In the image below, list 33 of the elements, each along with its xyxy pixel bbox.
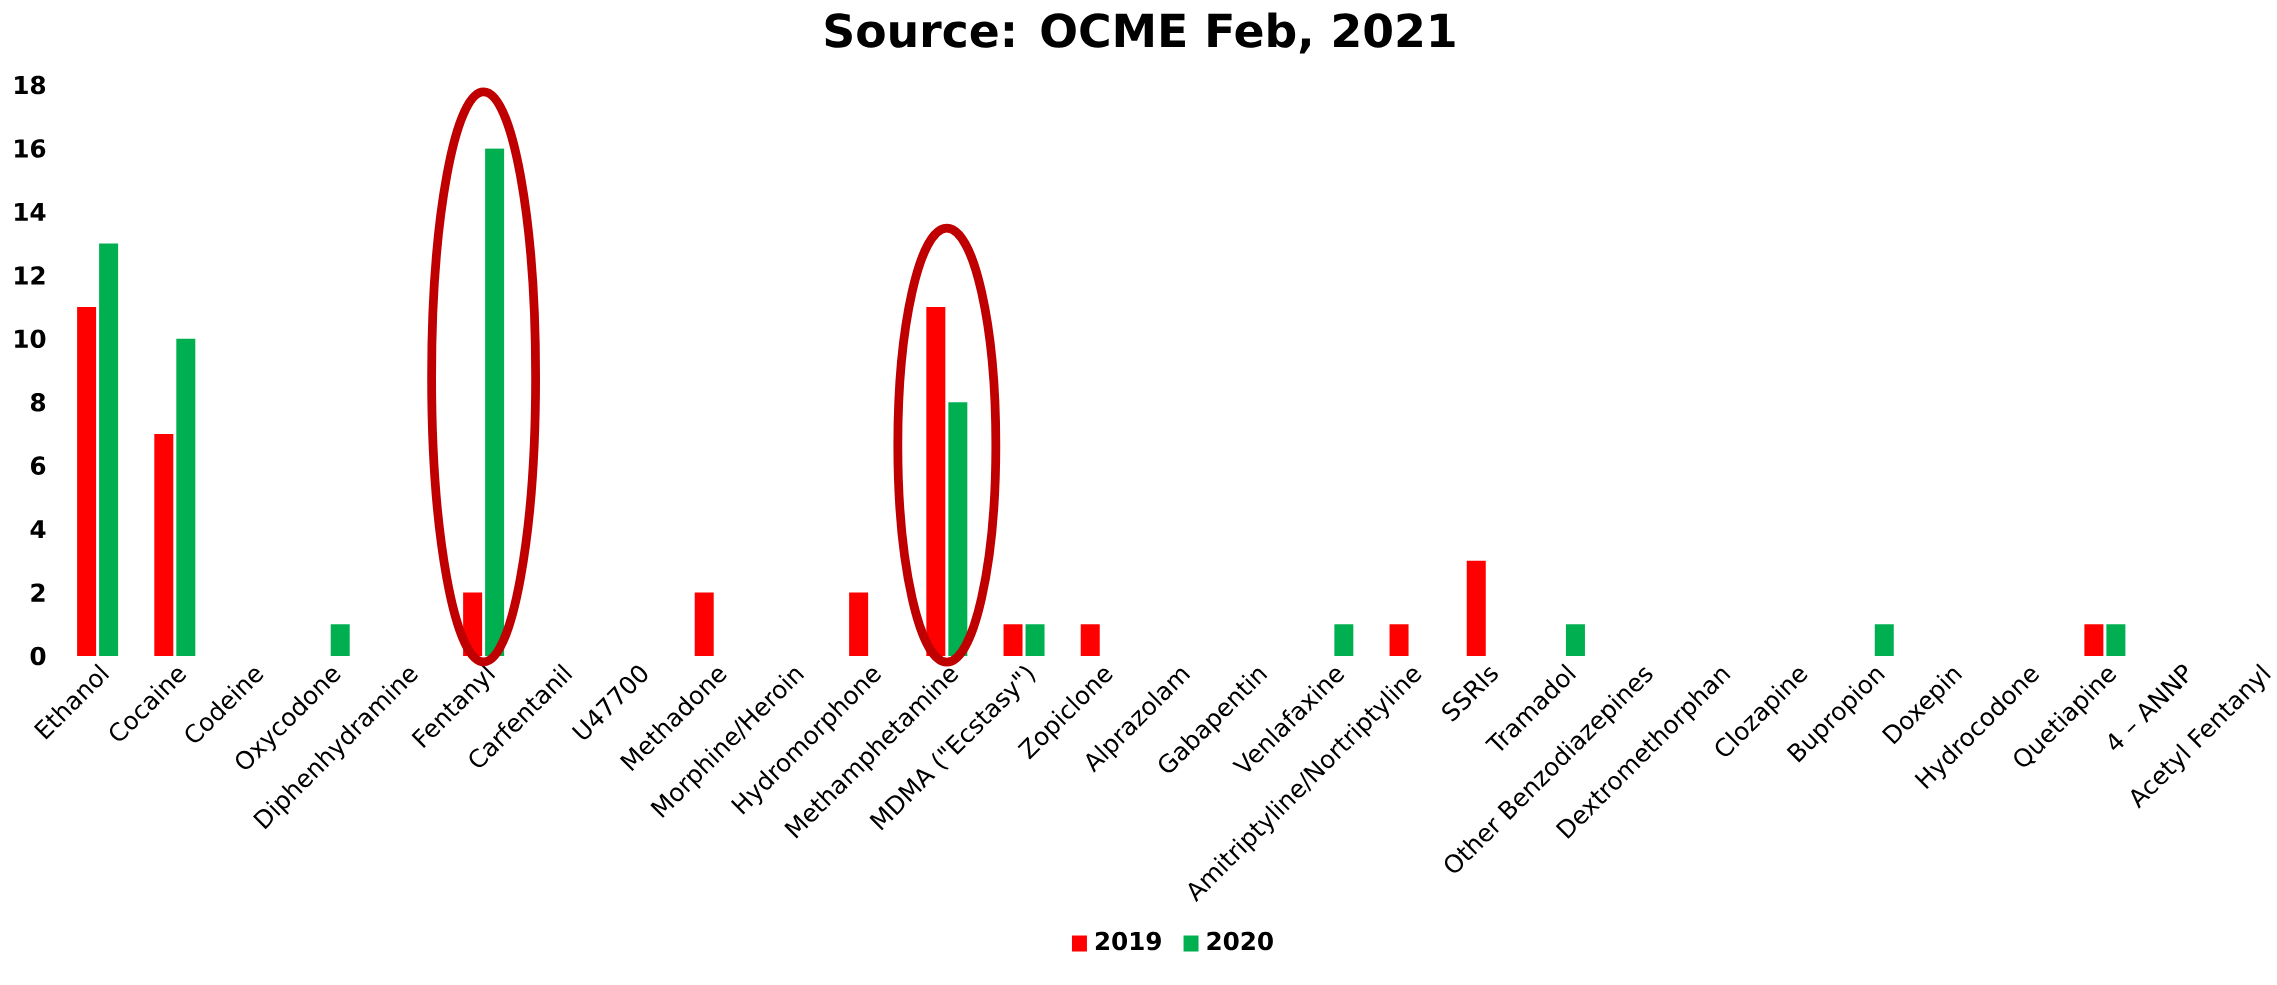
- bar: [154, 433, 174, 656]
- y-tick-label: 0: [30, 646, 46, 666]
- bar: [330, 624, 350, 656]
- bar: [1003, 624, 1023, 656]
- bar: [1466, 560, 1486, 656]
- y-tick-label: 18: [15, 75, 46, 95]
- bar: [176, 338, 196, 656]
- bar: [99, 243, 119, 656]
- y-tick-label: 14: [15, 202, 46, 221]
- bar: [849, 592, 869, 656]
- bar: [2106, 624, 2126, 656]
- y-tick-label: 8: [30, 392, 46, 412]
- y-tick-label: 16: [15, 139, 46, 158]
- bar: [2084, 624, 2104, 656]
- bar: [1874, 624, 1894, 656]
- bar: [485, 148, 505, 656]
- legend-label: 2020: [1207, 931, 1273, 951]
- bar: [948, 402, 968, 656]
- bar: [1389, 624, 1409, 656]
- y-tick-label: 6: [31, 456, 46, 475]
- bar: [694, 592, 714, 656]
- y-tick-label: 4: [30, 520, 46, 539]
- y-tick-label: 12: [15, 266, 45, 285]
- bar: [1334, 624, 1354, 656]
- chart-title: Source: OCME Feb, 2021: [825, 12, 1455, 54]
- bar: [1565, 624, 1585, 656]
- bar: [77, 307, 97, 656]
- legend-label: 2019: [1095, 931, 1161, 951]
- bar: [926, 307, 946, 656]
- y-tick-label: 10: [15, 329, 46, 349]
- bar: [1080, 624, 1100, 656]
- y-tick-label: 2: [31, 583, 45, 602]
- bar: [1025, 624, 1045, 656]
